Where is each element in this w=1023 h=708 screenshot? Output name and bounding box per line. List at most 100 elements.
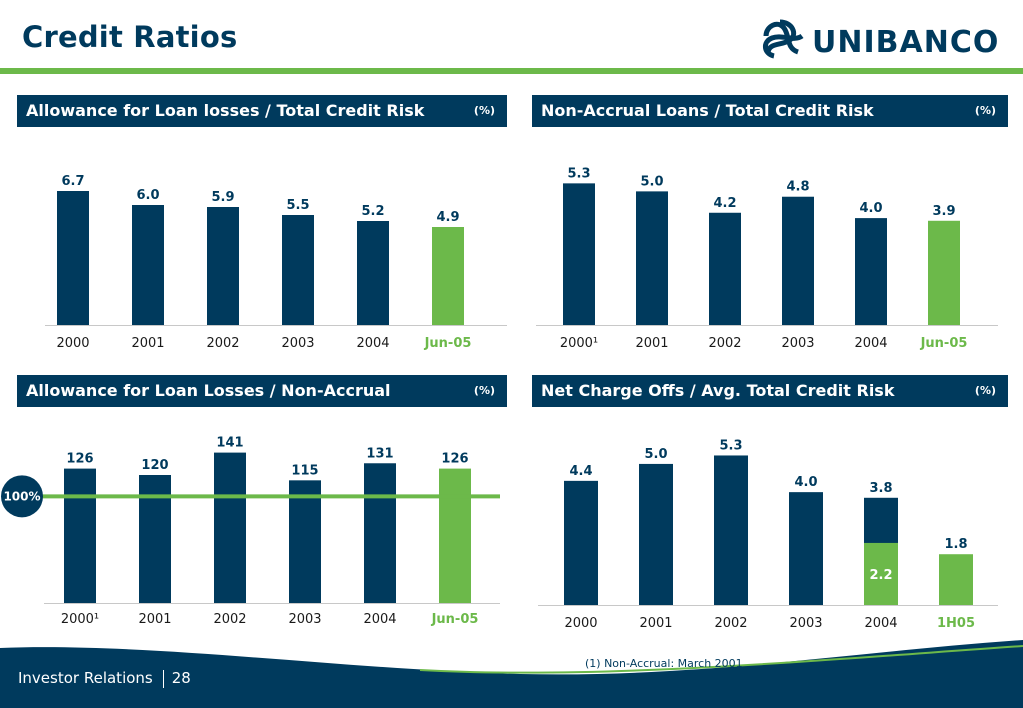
bar bbox=[782, 196, 814, 325]
chart-panel-allowance-credit-risk: Allowance for Loan losses / Total Credit… bbox=[17, 95, 507, 365]
bar bbox=[939, 554, 973, 605]
panel-unit: (%) bbox=[974, 384, 996, 397]
bar-segment bbox=[864, 542, 898, 605]
bar bbox=[709, 212, 741, 325]
data-label: 126 bbox=[441, 452, 468, 467]
data-label: 5.0 bbox=[640, 174, 663, 189]
tick-label: Jun-05 bbox=[424, 336, 472, 351]
unibanco-logo: UNIBANCO bbox=[763, 19, 999, 60]
bar-chart: 4.4 2000 5.0 2001 5.3 2002 4.0 2003 2.2 3.8 2004 1.… bbox=[538, 438, 998, 631]
unibanco-emblem-icon bbox=[763, 19, 804, 59]
tick-label: 2004 bbox=[864, 616, 897, 631]
data-label: 1.8 bbox=[944, 537, 967, 552]
bar bbox=[432, 227, 464, 325]
tick-label: 2001 bbox=[138, 612, 171, 627]
tick-label: Jun-05 bbox=[431, 612, 479, 627]
bar-chart: 5.3 2000¹ 5.0 2001 4.2 2002 4.8 2003 4.0 2004 3.9 J… bbox=[536, 166, 998, 351]
tick-label: 2004 bbox=[854, 336, 887, 351]
tick-label: 2003 bbox=[281, 336, 314, 351]
tick-label: 2001 bbox=[131, 336, 164, 351]
panel-unit: (%) bbox=[974, 104, 996, 117]
panel-header: Non-Accrual Loans / Total Credit Risk (%… bbox=[532, 95, 1008, 127]
page-number: 28 bbox=[171, 669, 191, 687]
tick-label: 2000 bbox=[56, 336, 89, 351]
bar bbox=[289, 480, 321, 603]
tick-label: 2002 bbox=[714, 616, 747, 631]
footer-section: Investor Relations bbox=[18, 669, 153, 687]
brand-wordmark: UNIBANCO bbox=[812, 25, 999, 60]
tick-label: 2001 bbox=[639, 616, 672, 631]
bar bbox=[64, 468, 96, 603]
chart-panel-non-accrual-credit-risk: Non-Accrual Loans / Total Credit Risk (%… bbox=[532, 95, 1008, 365]
tick-label: 2003 bbox=[789, 616, 822, 631]
tick-label: 2003 bbox=[288, 612, 321, 627]
header-divider bbox=[0, 68, 1023, 74]
data-label: 3.8 bbox=[869, 481, 892, 496]
tick-label: 2003 bbox=[781, 336, 814, 351]
data-label: 6.7 bbox=[61, 174, 84, 189]
panel-header: Allowance for Loan losses / Total Credit… bbox=[17, 95, 507, 127]
tick-label: 2001 bbox=[635, 336, 668, 351]
data-label: 126 bbox=[66, 452, 93, 467]
data-label: 120 bbox=[141, 458, 168, 473]
footer-band bbox=[0, 640, 1023, 708]
data-label: 5.5 bbox=[286, 198, 309, 213]
tick-label: 2000¹ bbox=[61, 612, 99, 627]
data-label: 4.9 bbox=[436, 210, 459, 225]
data-label: 4.8 bbox=[786, 180, 809, 195]
data-label: 5.0 bbox=[644, 447, 667, 462]
tick-label: 1H05 bbox=[937, 616, 975, 631]
tick-label: 2004 bbox=[363, 612, 396, 627]
bar bbox=[57, 191, 89, 325]
panel-header: Net Charge Offs / Avg. Total Credit Risk… bbox=[532, 375, 1008, 407]
footer-label: Investor Relations 28 bbox=[18, 669, 191, 688]
data-label: 141 bbox=[216, 436, 243, 451]
bar-chart: 126 2000¹ 120 2001 141 2002 115 2003 131 2004 126 J… bbox=[1, 436, 500, 627]
panel-title: Allowance for Loan Losses / Non-Accrual bbox=[26, 381, 391, 400]
footnote: (1) Non-Accrual: March 2001 bbox=[585, 657, 743, 670]
panel-header: Allowance for Loan Losses / Non-Accrual … bbox=[17, 375, 507, 407]
tick-label: 2004 bbox=[356, 336, 389, 351]
bar bbox=[855, 218, 887, 325]
bar bbox=[207, 207, 239, 325]
bar-chart: 6.7 2000 6.0 2001 5.9 2002 5.5 2003 5.2 2004 4.9 Ju… bbox=[45, 174, 507, 351]
bar bbox=[563, 183, 595, 325]
segment-label: 2.2 bbox=[869, 568, 892, 583]
panel-unit: (%) bbox=[473, 384, 495, 397]
panel-title: Allowance for Loan losses / Total Credit… bbox=[26, 101, 425, 120]
bar bbox=[564, 480, 598, 605]
bar bbox=[214, 452, 246, 603]
panel-title: Non-Accrual Loans / Total Credit Risk bbox=[541, 101, 874, 120]
bar bbox=[714, 455, 748, 605]
data-label: 3.9 bbox=[932, 204, 955, 219]
data-label: 5.2 bbox=[361, 204, 384, 219]
reference-label: 100% bbox=[3, 489, 40, 503]
tick-label: 2000¹ bbox=[560, 336, 598, 351]
data-label: 4.0 bbox=[859, 201, 882, 216]
data-label: 4.4 bbox=[569, 464, 592, 479]
chart-panel-net-charge-offs: Net Charge Offs / Avg. Total Credit Risk… bbox=[532, 375, 1008, 640]
bar bbox=[282, 215, 314, 325]
data-label: 4.0 bbox=[794, 475, 817, 490]
bar bbox=[789, 492, 823, 605]
bar bbox=[357, 221, 389, 325]
bar bbox=[364, 463, 396, 603]
bar bbox=[132, 205, 164, 325]
tick-label: 2000 bbox=[564, 616, 597, 631]
data-label: 4.2 bbox=[713, 196, 736, 211]
page-title: Credit Ratios bbox=[22, 20, 238, 54]
tick-label: Jun-05 bbox=[920, 336, 968, 351]
chart-panel-allowance-non-accrual: Allowance for Loan Losses / Non-Accrual … bbox=[1, 375, 507, 640]
data-label: 131 bbox=[366, 446, 393, 461]
data-label: 5.9 bbox=[211, 190, 234, 205]
data-label: 5.3 bbox=[719, 438, 742, 453]
reference-badge bbox=[1, 475, 43, 518]
bar bbox=[928, 220, 960, 325]
footer-separator bbox=[162, 669, 164, 688]
panel-title: Net Charge Offs / Avg. Total Credit Risk bbox=[541, 381, 895, 400]
tick-label: 2002 bbox=[213, 612, 246, 627]
data-label: 6.0 bbox=[136, 188, 159, 203]
panel-unit: (%) bbox=[473, 104, 495, 117]
bar bbox=[636, 191, 668, 325]
tick-label: 2002 bbox=[708, 336, 741, 351]
